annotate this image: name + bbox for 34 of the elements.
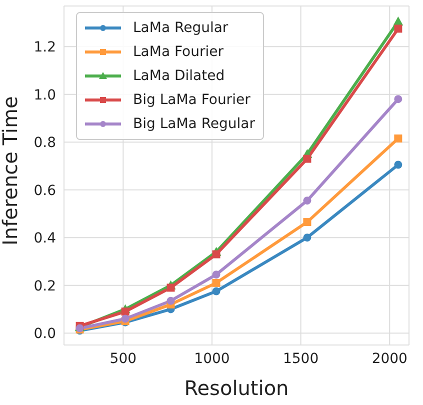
legend-label: LaMa Dilated (133, 68, 225, 84)
y-tick-label: 0.6 (34, 182, 56, 199)
y-axis-title: Inference Time (0, 96, 22, 246)
point (394, 160, 402, 169)
x-tick-label: 500 (110, 350, 137, 367)
point (303, 234, 312, 242)
point (166, 296, 175, 305)
x-tick-label: 1500 (282, 350, 319, 367)
point (212, 270, 220, 279)
point (212, 250, 220, 258)
point (121, 308, 130, 316)
point (394, 95, 402, 104)
y-tick-label: 1.2 (34, 40, 56, 56)
point (394, 134, 402, 142)
x-tick-label: 1000 (194, 350, 230, 367)
point (394, 24, 402, 33)
legend-label: LaMa Regular (133, 20, 228, 36)
point (303, 196, 312, 205)
y-tick-label: 0.8 (34, 135, 56, 152)
point (212, 287, 220, 296)
point (166, 284, 175, 292)
x-tick-label: 2000 (372, 350, 408, 367)
legend-label: LaMa Fourier (133, 44, 224, 60)
y-tick-label: 0.2 (34, 278, 56, 294)
y-tick-label: 0.4 (34, 230, 56, 247)
point (121, 314, 130, 323)
legend-label: Big LaMa Regular (133, 116, 256, 132)
legend-label: Big LaMa Fourier (133, 92, 250, 108)
x-axis-title: Resolution (184, 376, 289, 400)
y-tick-label: 0.0 (34, 326, 56, 342)
point (212, 278, 220, 287)
point (303, 218, 312, 226)
point (303, 154, 312, 163)
y-tick-label: 1.0 (34, 87, 56, 104)
